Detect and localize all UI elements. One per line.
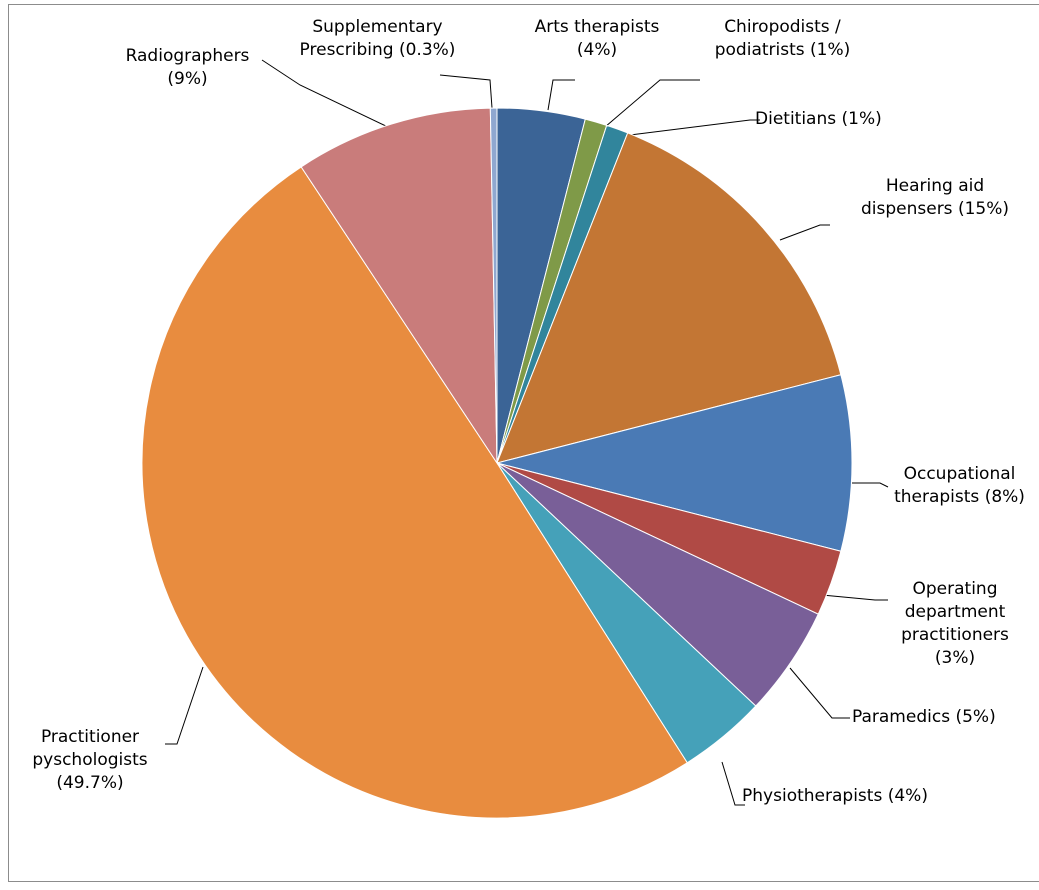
value-label: (1%) [841,109,882,129]
pie-slice [489,107,498,464]
pie-slice [300,107,498,465]
category-label: Paramedics [852,707,951,727]
slice-label: Paramedics (5%) [852,706,1039,729]
value-label: (49.7%) [56,773,124,793]
leader-line [604,79,700,128]
value-label: (15%) [957,199,1010,219]
pie-slice [496,374,853,552]
pie-slice [496,132,842,464]
pie-slice [141,166,688,819]
value-label: (4%) [887,786,928,806]
leader-line [261,59,389,128]
slice-label: Dietitians (1%) [755,108,955,131]
slice-label: Occupational therapists (8%) [872,463,1039,509]
category-label: Physiotherapists [742,786,883,806]
leader-lines [165,59,889,806]
slice-label: Radiographers (9%) [105,45,270,91]
value-label: (4%) [576,40,618,60]
value-label: (8%) [984,487,1025,507]
leader-line [165,666,204,745]
slice-label: Practitioner pyschologists (49.7%) [15,726,165,795]
category-label: Occupational therapists [894,464,1016,507]
leader-line [547,79,575,111]
category-label: Arts therapists [534,17,660,37]
leader-line [629,119,760,136]
slice-label: Supplementary Prescribing (0.3%) [285,16,470,62]
category-label: Dietitians [755,109,837,129]
leader-line [852,482,889,488]
slice-label: Arts therapists (4%) [527,16,667,62]
value-label: (9%) [167,69,208,89]
category-label: Supplementary Prescribing [299,17,443,60]
value-label: (5%) [955,707,996,727]
slice-label: Hearing aid dispensers (15%) [845,175,1025,221]
slice-label: Operating department practitioners (3%) [880,578,1030,670]
leader-line [439,74,493,109]
chart-frame [8,4,1039,882]
category-label: Radiographers [125,46,250,66]
leader-line [779,224,830,241]
value-label: (3%) [934,648,976,668]
category-label: Hearing aid dispensers [860,176,985,219]
slice-label: Physiotherapists (4%) [735,785,935,808]
category-label: Practitioner pyschologists [32,727,148,770]
leader-line [721,761,745,806]
category-label: Operating department practitioners [901,579,1009,645]
leader-line [821,594,888,601]
slice-label: Chiropodists / podiatrists (1%) [700,16,865,62]
value-label: (1%) [810,40,851,60]
leader-line [789,667,850,719]
category-label: Chiropodists / podiatrists [714,17,841,60]
value-label: (0.3%) [398,40,456,60]
